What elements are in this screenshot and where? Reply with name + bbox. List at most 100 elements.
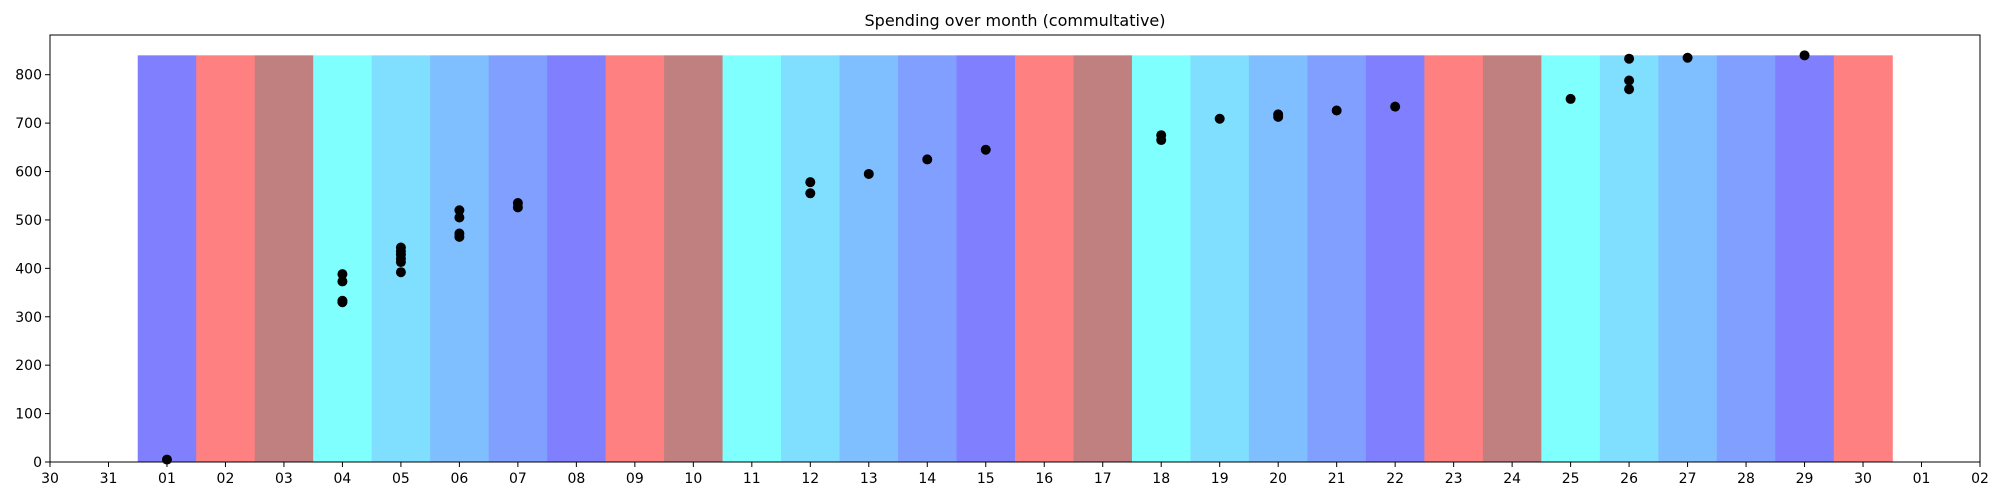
band-day-1	[137, 55, 197, 462]
data-point	[1273, 109, 1284, 120]
y-tick-label: 700	[15, 116, 42, 132]
x-tick-label: 24	[1503, 471, 1521, 487]
x-tick-label: 21	[1328, 471, 1346, 487]
x-tick-label: 18	[1152, 471, 1170, 487]
data-point	[395, 267, 406, 278]
data-point	[805, 188, 816, 199]
x-tick-label: 16	[1035, 471, 1053, 487]
band-day-25	[1541, 55, 1601, 462]
band-day-10	[664, 55, 724, 462]
x-tick-label: 13	[860, 471, 878, 487]
band-day-2	[196, 55, 256, 462]
band-day-30	[1833, 55, 1893, 462]
data-point	[337, 295, 348, 306]
data-point	[863, 168, 874, 179]
x-tick-label: 10	[684, 471, 702, 487]
band-day-9	[605, 55, 665, 462]
y-tick-label: 600	[15, 165, 42, 181]
x-tick-label: 01	[158, 471, 176, 487]
x-tick-label: 23	[1445, 471, 1463, 487]
data-point	[1624, 84, 1635, 95]
plot-frame	[49, 34, 1981, 463]
x-tick-label: 06	[450, 471, 468, 487]
y-tick-label: 200	[15, 358, 42, 374]
x-axis: 30 31 01 02 03 04 05 06 07 08 09 10 11 12 13 14 15 16 17 18…	[41, 462, 1989, 487]
x-tick-label: 02	[217, 471, 235, 487]
data-point	[1624, 53, 1635, 64]
band-day-20	[1248, 55, 1308, 462]
x-tick-label: 17	[1094, 471, 1112, 487]
data-points	[161, 50, 1810, 465]
data-point	[454, 205, 465, 216]
band-day-11	[722, 55, 782, 462]
band-day-26	[1599, 55, 1659, 462]
data-point	[1156, 130, 1167, 141]
x-tick-label: 11	[743, 471, 761, 487]
chart-title: Spending over month (commultative)	[865, 11, 1166, 30]
y-axis: 0 100 200 300 400 500 600 700 800	[15, 68, 50, 471]
x-tick-label: 31	[100, 471, 118, 487]
y-tick-label: 0	[33, 455, 42, 471]
x-tick-label: 30	[1854, 471, 1872, 487]
x-tick-label: 08	[567, 471, 585, 487]
x-tick-label: 12	[801, 471, 819, 487]
data-point	[1331, 105, 1342, 116]
data-point	[1390, 101, 1401, 112]
x-tick-label: 25	[1562, 471, 1580, 487]
band-day-18	[1131, 55, 1191, 462]
band-day-8	[547, 55, 607, 462]
data-point	[1565, 93, 1576, 104]
day-bands	[137, 55, 1893, 462]
band-day-21	[1307, 55, 1367, 462]
x-tick-label: 09	[626, 471, 644, 487]
band-day-15	[956, 55, 1016, 462]
data-point	[1799, 50, 1810, 61]
x-tick-label: 01	[1913, 471, 1931, 487]
y-tick-label: 100	[15, 407, 42, 423]
data-point	[980, 144, 991, 155]
data-point	[454, 212, 465, 223]
y-tick-label: 400	[15, 261, 42, 277]
data-point	[1214, 113, 1225, 124]
x-tick-label: 29	[1796, 471, 1814, 487]
x-tick-label: 02	[1971, 471, 1989, 487]
y-tick-label: 300	[15, 310, 42, 326]
band-day-12	[781, 55, 841, 462]
data-point	[512, 197, 523, 208]
band-day-17	[1073, 55, 1133, 462]
x-tick-label: 20	[1269, 471, 1287, 487]
band-day-6	[430, 55, 490, 462]
band-day-13	[839, 55, 899, 462]
band-day-28	[1716, 55, 1776, 462]
band-day-27	[1658, 55, 1718, 462]
band-day-4	[313, 55, 373, 462]
data-point	[1682, 52, 1693, 63]
x-tick-label: 03	[275, 471, 293, 487]
data-point	[1624, 75, 1635, 86]
x-tick-label: 15	[977, 471, 995, 487]
data-point	[395, 242, 406, 253]
x-tick-label: 14	[918, 471, 936, 487]
band-day-16	[1015, 55, 1074, 462]
band-day-29	[1775, 55, 1835, 462]
x-tick-label: 22	[1386, 471, 1404, 487]
x-tick-label: 26	[1620, 471, 1638, 487]
x-tick-label: 28	[1737, 471, 1755, 487]
data-point	[454, 228, 465, 239]
band-day-23	[1424, 55, 1484, 462]
y-tick-label: 800	[15, 68, 42, 84]
data-point	[805, 177, 816, 188]
data-point	[922, 154, 933, 165]
band-day-22	[1365, 55, 1425, 462]
band-day-3	[254, 55, 314, 462]
band-day-7	[488, 55, 548, 462]
band-day-24	[1482, 55, 1542, 462]
data-point	[337, 276, 348, 287]
x-tick-label: 05	[392, 471, 410, 487]
x-tick-label: 07	[509, 471, 527, 487]
band-day-14	[898, 55, 958, 462]
x-tick-label: 27	[1679, 471, 1697, 487]
x-tick-label: 19	[1211, 471, 1229, 487]
data-point	[337, 269, 348, 280]
